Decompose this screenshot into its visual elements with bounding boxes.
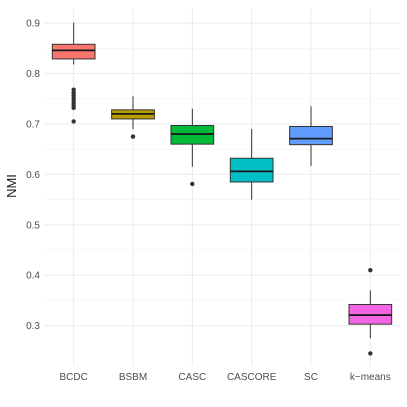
x-axis-ticks: BCDC BSBM CASC CASCORE SC k−means [59,372,390,383]
y-tick-label: 0.7 [26,119,40,130]
outlier-point [368,267,373,273]
y-tick-label: 0.8 [26,69,40,80]
y-axis-ticks: 0.3 0.4 0.5 0.6 0.7 0.8 0.9 [26,19,40,333]
y-axis-title: NMI [4,174,19,198]
boxplot-bcdc [51,22,96,124]
boxplot-sc [289,106,333,166]
x-tick-label: BCDC [59,372,87,383]
y-tick-label: 0.4 [26,271,40,282]
outlier-point [130,134,136,139]
grid [44,8,400,366]
box-iqr [289,125,333,146]
x-tick-label: CASCORE [227,372,277,383]
boxplot-bsbm [111,96,155,139]
outlier-point [71,105,76,111]
outlier-point [71,119,76,124]
boxes [51,22,393,356]
y-tick-label: 0.5 [26,220,40,231]
y-tick-label: 0.6 [26,170,40,181]
y-tick-label: 0.3 [26,321,40,332]
outlier-point [71,87,76,92]
boxplot-cascore [229,129,274,200]
box-iqr [229,157,274,183]
y-tick-label: 0.9 [26,19,40,30]
outlier-point [368,351,373,356]
outlier-point [190,181,195,187]
x-tick-label: BSBM [119,372,147,383]
boxplot-casc [170,108,215,187]
box-iqr [51,43,96,60]
x-tick-label: CASC [178,372,206,383]
boxplot-k-means [348,267,393,356]
x-tick-label: k−means [350,372,391,383]
x-tick-label: SC [304,372,318,383]
